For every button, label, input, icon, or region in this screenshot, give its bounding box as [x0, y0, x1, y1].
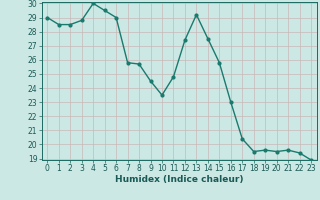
X-axis label: Humidex (Indice chaleur): Humidex (Indice chaleur) [115, 175, 244, 184]
